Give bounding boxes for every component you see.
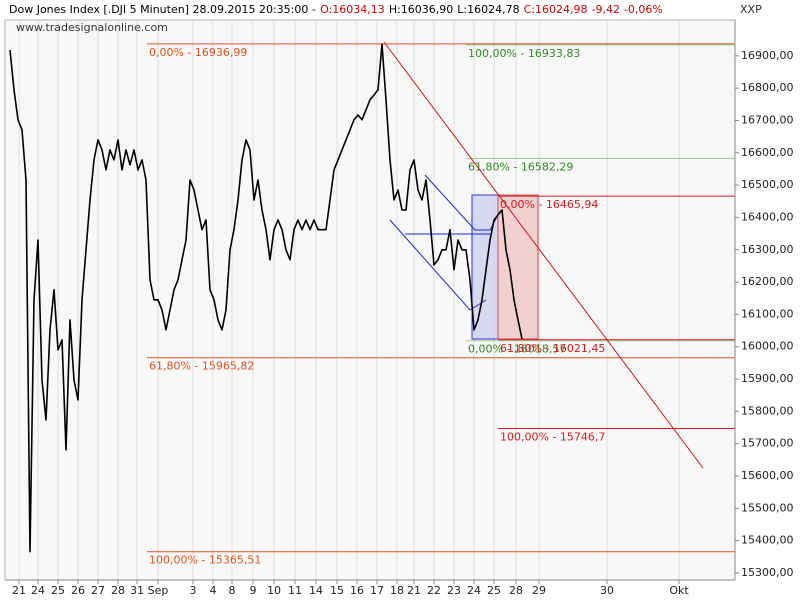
x-tick-label: 16 — [350, 584, 364, 597]
watermark: www.tradesignalonline.com — [16, 21, 168, 34]
y-tick-label: 15800,00 — [741, 404, 794, 417]
y-tick-label: 15300,00 — [741, 566, 794, 579]
fib-label: 100,00% - 15746,7 — [500, 431, 605, 444]
fib-label: 61,80% - 16582,29 — [468, 161, 573, 174]
price-line — [9, 43, 523, 553]
plot-area — [4, 19, 736, 581]
x-tick-label: 23 — [447, 584, 461, 597]
x-tick-label: 22 — [427, 584, 441, 597]
x-tick-label: 9 — [250, 584, 257, 597]
header: Dow Jones Index [.DJI 5 Minuten] 28.09.2… — [9, 3, 663, 16]
x-tick-label: 21 — [407, 584, 421, 597]
y-tick-label: 16400,00 — [741, 210, 794, 223]
y-tick-label: 15700,00 — [741, 437, 794, 450]
y-tick-label: 16300,00 — [741, 243, 794, 256]
fib-label: 100,00% - 15365,51 — [149, 554, 261, 567]
header-field: L:16024,78 — [457, 3, 519, 16]
price-layer — [9, 43, 523, 553]
x-tick-label: 25 — [487, 584, 501, 597]
y-tick-label: 15600,00 — [741, 469, 794, 482]
x-tick-label: 24 — [467, 584, 481, 597]
x-tick-label: 28 — [509, 584, 523, 597]
x-tick-label: Sep — [148, 584, 169, 597]
fib-label: 61,80% - 16021,45 — [500, 342, 605, 355]
range-box — [471, 194, 499, 340]
x-tick-label: 28 — [111, 584, 125, 597]
x-tick-label: 11 — [288, 584, 302, 597]
header-field: -0,06% — [624, 3, 663, 16]
fibonacci: 0,00% - 16936,99 61,80% - 15965,82 100,00%… — [147, 43, 735, 567]
axis-code: XXP — [740, 3, 762, 16]
x-tick-label: 8 — [229, 584, 236, 597]
header-field: H:16036,90 — [389, 3, 453, 16]
x-tick-label: 27 — [91, 584, 105, 597]
x-tick-label: 29 — [532, 584, 546, 597]
range-box — [497, 194, 539, 340]
fib-label: 0,00% - 16465,94 — [500, 198, 598, 211]
y-tick-label: 16700,00 — [741, 113, 794, 126]
header-field: Dow Jones Index [.DJI 5 Minuten] 28.09.2… — [9, 3, 316, 16]
x-tick-label: 4 — [210, 584, 217, 597]
header-field: -9,42 — [591, 3, 619, 16]
x-tick-label: 26 — [71, 584, 85, 597]
x-tick-label: 21 — [12, 584, 26, 597]
fib-label: 61,80% - 15965,82 — [149, 360, 254, 373]
y-tick-label: 15900,00 — [741, 372, 794, 385]
y-tick-label: 16200,00 — [741, 275, 794, 288]
trend-line — [383, 41, 704, 469]
fib-label: 100,00% - 16933,83 — [468, 47, 580, 60]
x-tick-label: 15 — [330, 584, 344, 597]
x-tick-label: 10 — [267, 584, 281, 597]
x-tick-label: 14 — [309, 584, 323, 597]
y-tick-label: 16900,00 — [741, 49, 794, 62]
header-field: O:16034,13 — [320, 3, 385, 16]
x-tick-label: Okt — [669, 584, 689, 597]
y-tick-label: 16000,00 — [741, 340, 794, 353]
x-tick-label: 24 — [31, 584, 45, 597]
grid — [18, 20, 680, 580]
fib-label: 0,00% - 16018,57 — [468, 343, 566, 356]
header-field: C:16024,98 — [524, 3, 588, 16]
y-tick-label: 15400,00 — [741, 534, 794, 547]
y-tick-label: 16600,00 — [741, 146, 794, 159]
y-tick-label: 16100,00 — [741, 307, 794, 320]
x-tick-label: 31 — [130, 584, 144, 597]
x-tick-label: 17 — [370, 584, 384, 597]
x-tick-label: 25 — [51, 584, 65, 597]
fib-label: 0,00% - 16936,99 — [149, 46, 247, 59]
x-tick-label: 18 — [390, 584, 404, 597]
y-tick-label: 15500,00 — [741, 501, 794, 514]
y-tick-label: 16500,00 — [741, 178, 794, 191]
x-tick-label: 30 — [600, 584, 614, 597]
x-tick-label: 3 — [190, 584, 197, 597]
y-tick-label: 16800,00 — [741, 81, 794, 94]
